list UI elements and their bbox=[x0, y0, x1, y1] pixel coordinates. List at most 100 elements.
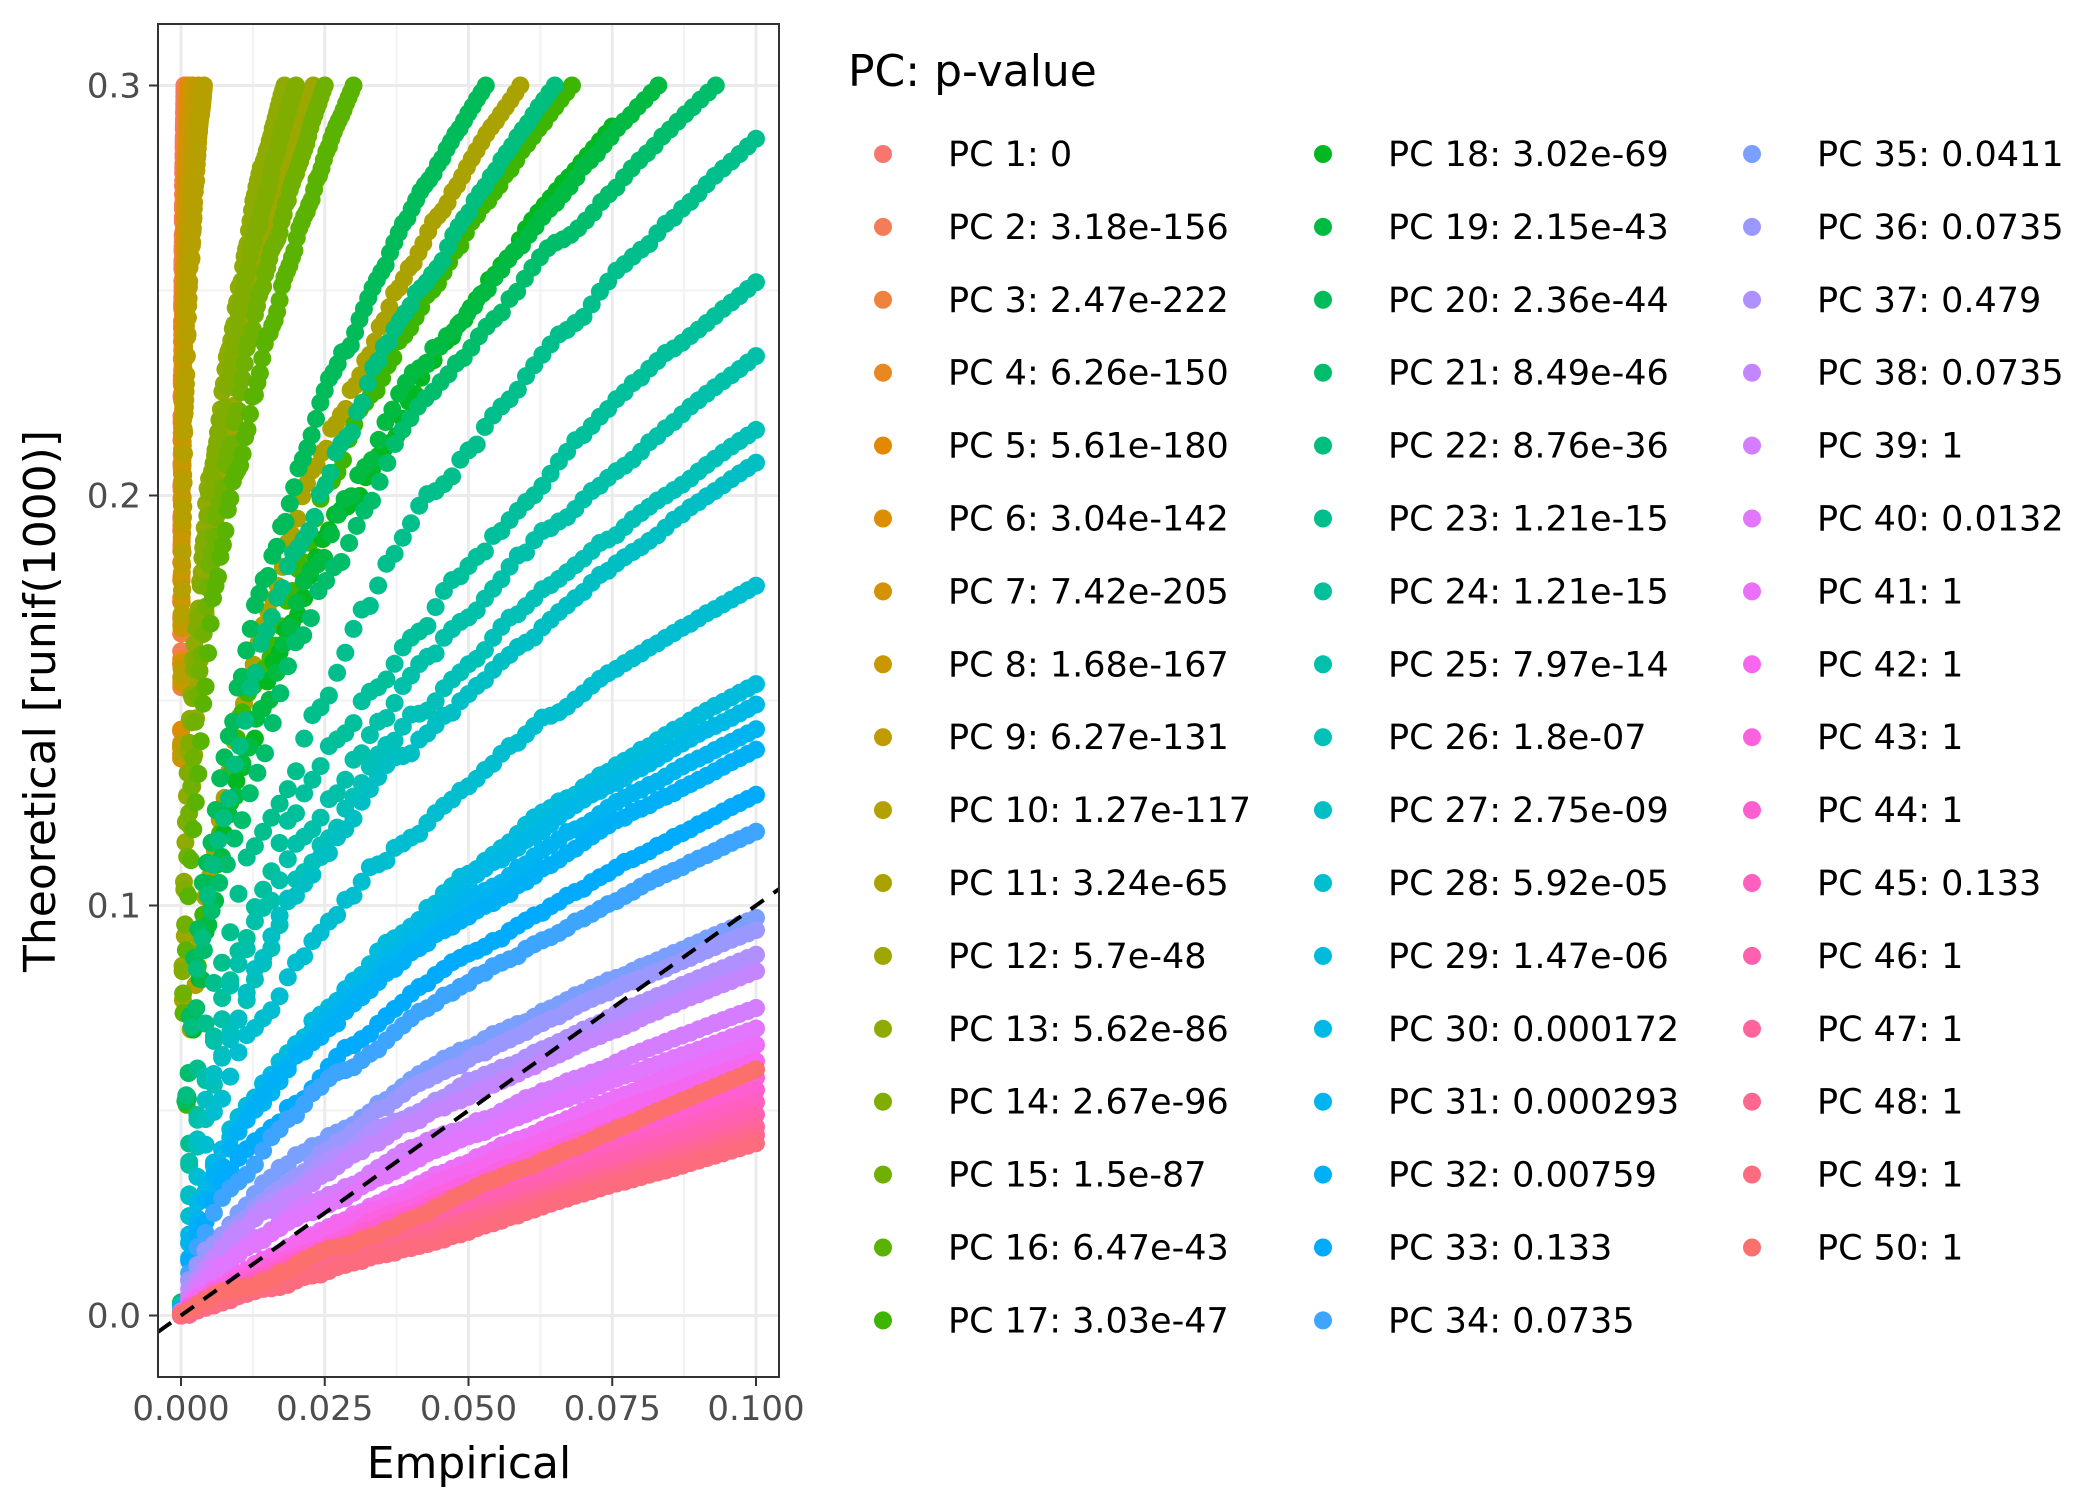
data-point bbox=[174, 497, 193, 516]
legend-item: PC 49: 1 bbox=[1743, 1156, 1963, 1196]
data-point bbox=[649, 76, 668, 95]
data-point bbox=[747, 420, 765, 439]
data-point bbox=[233, 811, 252, 830]
data-point bbox=[281, 618, 300, 637]
data-point bbox=[270, 906, 289, 925]
data-point bbox=[241, 678, 260, 697]
legend-key bbox=[1314, 655, 1332, 674]
legend-label: PC 42: 1 bbox=[1817, 645, 1963, 685]
legend-key bbox=[874, 655, 892, 674]
legend-label: PC 18: 3.02e-69 bbox=[1388, 135, 1669, 175]
data-point bbox=[271, 684, 290, 703]
data-point bbox=[322, 525, 340, 544]
data-point bbox=[201, 614, 220, 633]
legend-key bbox=[1314, 728, 1332, 747]
data-point bbox=[233, 370, 252, 389]
legend-item: PC 18: 3.02e-69 bbox=[1314, 135, 1669, 175]
data-point bbox=[270, 871, 289, 890]
series-points bbox=[172, 76, 213, 1325]
legend-item: PC 47: 1 bbox=[1743, 1010, 1963, 1050]
legend-label: PC 44: 1 bbox=[1817, 791, 1963, 831]
data-point bbox=[204, 1203, 223, 1222]
data-point bbox=[344, 886, 363, 905]
data-point bbox=[257, 622, 276, 641]
legend-label: PC 6: 3.04e-142 bbox=[948, 500, 1229, 540]
data-point bbox=[253, 349, 272, 368]
data-point bbox=[332, 553, 351, 571]
data-point bbox=[467, 435, 486, 454]
legend-label: PC 5: 5.61e-180 bbox=[948, 427, 1229, 467]
legend-key bbox=[874, 801, 892, 820]
legend-item: PC 13: 5.62e-86 bbox=[874, 1010, 1229, 1050]
legend-label: PC 48: 1 bbox=[1817, 1083, 1963, 1123]
legend-label: PC 46: 1 bbox=[1817, 937, 1963, 977]
data-point bbox=[385, 654, 404, 673]
legend-item: PC 43: 1 bbox=[1743, 718, 1963, 758]
data-point bbox=[181, 851, 200, 870]
data-point bbox=[254, 1086, 273, 1105]
legend-item: PC 2: 3.18e-156 bbox=[874, 208, 1229, 248]
data-point bbox=[225, 755, 244, 774]
legend-label: PC 17: 3.03e-47 bbox=[948, 1301, 1229, 1341]
data-point bbox=[233, 444, 252, 463]
data-point bbox=[174, 984, 193, 1003]
data-point bbox=[385, 694, 404, 712]
data-point bbox=[402, 744, 420, 763]
legend-key bbox=[1743, 217, 1761, 236]
data-point bbox=[270, 794, 289, 813]
data-point bbox=[363, 491, 381, 510]
legend-label: PC 22: 8.76e-36 bbox=[1388, 427, 1669, 467]
data-point bbox=[377, 709, 396, 728]
legend-key bbox=[1743, 1165, 1761, 1184]
legend-label: PC 26: 1.8e-07 bbox=[1388, 718, 1646, 758]
data-point bbox=[210, 873, 229, 892]
data-point bbox=[545, 76, 564, 95]
data-point bbox=[295, 947, 314, 966]
data-point bbox=[213, 953, 232, 972]
legend-item: PC 16: 6.47e-43 bbox=[874, 1229, 1229, 1269]
legend-key bbox=[1743, 874, 1761, 892]
data-point bbox=[214, 809, 233, 828]
data-point bbox=[747, 1134, 765, 1153]
data-point bbox=[220, 789, 239, 808]
data-point bbox=[747, 1081, 765, 1099]
legend-item: PC 44: 1 bbox=[1743, 791, 1963, 831]
series-points bbox=[172, 347, 765, 1314]
legend-label: PC 9: 6.27e-131 bbox=[948, 718, 1229, 758]
data-point bbox=[221, 1067, 240, 1086]
legend-item: PC 10: 1.27e-117 bbox=[874, 791, 1251, 831]
legend-key bbox=[1314, 363, 1332, 382]
data-point bbox=[369, 430, 388, 449]
legend-key bbox=[1743, 1238, 1761, 1257]
data-point bbox=[311, 808, 330, 827]
legend-label: PC 25: 7.97e-14 bbox=[1388, 645, 1669, 685]
data-point bbox=[177, 1086, 196, 1105]
data-point bbox=[188, 960, 206, 978]
legend-label: PC 11: 3.24e-65 bbox=[948, 864, 1229, 904]
data-point bbox=[295, 729, 314, 748]
data-point bbox=[245, 837, 264, 856]
legend-key bbox=[1314, 1092, 1332, 1111]
legend-key bbox=[874, 582, 892, 601]
data-point bbox=[173, 604, 191, 623]
data-point bbox=[303, 770, 322, 789]
data-point bbox=[305, 507, 324, 526]
x-tick-label: 0.075 bbox=[564, 1389, 661, 1429]
data-point bbox=[747, 740, 765, 759]
data-point bbox=[747, 921, 765, 940]
legend-key bbox=[1314, 874, 1332, 892]
legend-key bbox=[1743, 436, 1761, 455]
data-point bbox=[229, 1010, 248, 1029]
data-point bbox=[706, 76, 725, 95]
data-point bbox=[301, 609, 320, 628]
legend-item: PC 15: 1.5e-87 bbox=[874, 1156, 1206, 1196]
legend-key bbox=[874, 217, 892, 236]
legend-item: PC 24: 1.21e-15 bbox=[1314, 572, 1669, 612]
legend-label: PC 14: 2.67e-96 bbox=[948, 1083, 1229, 1123]
data-point bbox=[352, 744, 371, 763]
data-point bbox=[194, 694, 213, 713]
data-point bbox=[340, 534, 359, 552]
legend-key bbox=[874, 728, 892, 747]
data-point bbox=[747, 1019, 765, 1038]
data-point bbox=[259, 567, 278, 585]
